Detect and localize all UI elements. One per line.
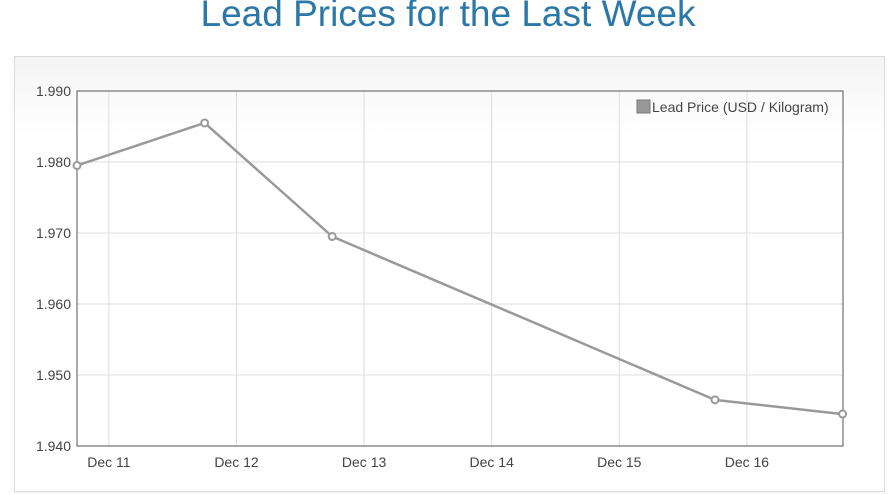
data-point[interactable] <box>838 409 848 419</box>
y-tick-label: 1.940 <box>36 438 71 454</box>
chart-grid <box>77 91 843 446</box>
x-tick-label: Dec 11 <box>87 454 131 470</box>
plot-frame <box>76 90 844 447</box>
data-point[interactable] <box>327 232 337 242</box>
x-tick-label: Dec 15 <box>597 454 642 470</box>
data-point[interactable] <box>72 161 82 171</box>
data-point[interactable] <box>710 395 720 405</box>
y-axis-ticks: 1.940 1.950 1.960 1.970 1.980 1.990 <box>36 83 71 454</box>
chart-panel <box>14 56 885 492</box>
page-title: Lead Prices for the Last Week <box>200 0 696 34</box>
x-tick-label: Dec 12 <box>214 454 259 470</box>
x-tick-label: Dec 14 <box>470 454 515 470</box>
series-line <box>76 121 843 416</box>
y-tick-label: 1.960 <box>36 296 71 312</box>
chart-legend[interactable]: Lead Price (USD / Kilogram) <box>636 99 829 115</box>
y-tick-label: 1.950 <box>36 367 71 383</box>
x-tick-label: Dec 16 <box>725 454 770 470</box>
data-point[interactable] <box>200 118 210 128</box>
x-axis-ticks: Dec 11 Dec 12 Dec 13 Dec 14 Dec 15 Dec 16 <box>87 454 769 470</box>
legend-label: Lead Price (USD / Kilogram) <box>652 99 829 115</box>
x-tick-label: Dec 13 <box>342 454 387 470</box>
y-tick-label: 1.970 <box>36 225 71 241</box>
legend-swatch <box>636 99 651 114</box>
y-tick-label: 1.990 <box>36 83 71 99</box>
series-layer <box>72 118 848 419</box>
y-tick-label: 1.980 <box>36 154 71 170</box>
